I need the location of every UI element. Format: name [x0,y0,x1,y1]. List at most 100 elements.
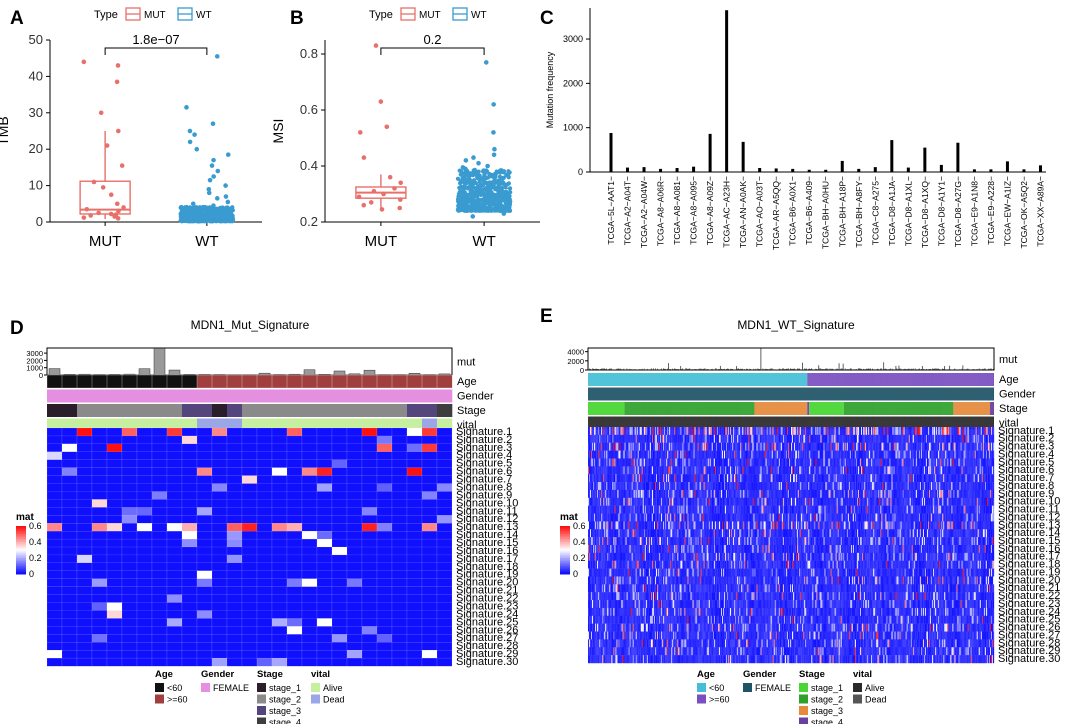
heat-cell [830,434,832,443]
heat-cell [921,427,924,436]
mut-bar [680,366,682,370]
heat-cell [654,434,657,443]
heat-cell [166,451,183,461]
heat-cell [722,434,725,443]
heat-cell [947,427,949,436]
annotation-cell [197,404,213,417]
heat-cell [729,434,731,443]
mut-bar [727,368,728,370]
mut-bar [48,368,61,376]
data-point-mut [81,59,87,65]
data-point-wt [211,174,216,179]
heat-cell [361,657,378,667]
heat-cell [766,427,768,436]
mut-bar [864,369,865,370]
heat-cell [376,634,393,643]
mut-bar [795,369,796,370]
heat-cell [747,427,749,436]
heat-cell [106,483,123,492]
heat-cell [346,562,363,572]
mut-bar [895,365,897,370]
heat-cell [737,427,739,436]
heat-cell [616,434,618,443]
heat-cell [756,427,758,436]
heat-cell [594,427,596,436]
heat-cell [271,443,288,453]
mut-bar [687,369,689,370]
heat-cell [880,427,882,436]
heat-cell [61,459,78,469]
mut-bar [953,369,955,370]
heat-cell [151,443,168,453]
heat-cell [346,459,363,469]
heat-cell [391,515,408,524]
heat-cell [785,427,788,436]
x-tick-label-mut: MUT [365,233,398,250]
heat-cell [226,578,243,588]
heat-cell [301,507,318,516]
annotation-cell [61,374,78,389]
mut-bar [918,368,920,370]
heat-cell [436,562,453,572]
heat-cell [361,586,378,595]
mut-bar [908,368,910,370]
data-point-wt [472,167,477,172]
heat-cell [812,434,814,443]
heat-cell [913,427,915,436]
heat-cell [927,427,929,436]
heat-cell [775,427,777,436]
mut-bar [706,368,708,370]
heat-cell [436,634,453,643]
heat-cell [211,475,228,484]
annotation-cell [46,374,63,389]
heat-cell [106,642,123,651]
heat-cell [648,427,651,436]
heat-cell [421,562,438,572]
heat-cell [783,427,786,436]
mut-bar [840,368,842,370]
heat-cell [727,427,729,436]
mut-bar [677,369,679,370]
heat-cell [91,602,108,611]
mut-bar [847,369,849,370]
heat-cell [635,427,637,436]
heat-cell [376,642,393,651]
annotation-cell [286,374,303,389]
heat-cell [598,427,600,436]
heat-cell [211,657,228,667]
mut-bar [609,368,611,370]
heat-cell [792,434,794,443]
heat-cell [121,475,138,484]
heat-cell [684,434,686,443]
heat-cell [331,578,348,588]
mut-bar [782,368,784,370]
heat-cell [406,427,423,437]
heat-cell [46,491,63,500]
heat-cell [76,570,93,580]
mut-bar [621,369,623,370]
mut-bar [732,368,733,370]
data-point-wt [463,169,469,174]
heat-cell [376,586,393,595]
data-point-wt [190,201,196,207]
heat-cell [710,434,712,443]
mut-bar [750,368,752,370]
mut-bar [614,369,616,370]
heat-cell [271,586,288,595]
mut-bar [720,368,722,370]
heat-cell [331,435,348,445]
data-point-wt [184,105,189,110]
data-point-mut [108,192,114,197]
mut-bar [925,368,927,370]
heat-cell [703,427,705,436]
data-point-wt [500,203,505,209]
heat-cell [301,570,318,580]
heat-cell [436,602,453,611]
heat-cell [603,427,605,436]
heat-cell [406,499,423,508]
annotation-cell [152,389,168,403]
heat-cell [241,475,258,484]
heat-cell [818,434,820,443]
legend-title: Age [155,669,173,680]
heat-cell [661,434,663,443]
